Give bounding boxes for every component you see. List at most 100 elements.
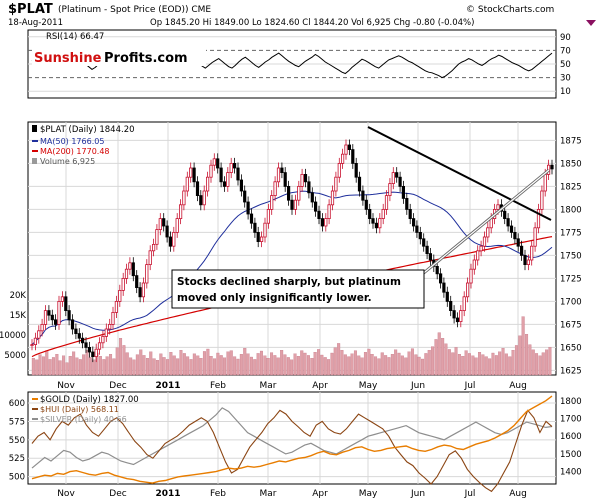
volume-bar [390, 354, 394, 376]
volume-bar [414, 354, 418, 376]
volume-bar [384, 355, 388, 376]
volume-bar [186, 356, 190, 376]
volume-legend-swatch [32, 158, 37, 164]
volume-bar [169, 352, 173, 376]
volume-bar [202, 351, 206, 376]
price-x-tick-label: Apr [312, 381, 328, 391]
volume-bar [434, 339, 438, 376]
volume-bar [347, 356, 351, 376]
rsi-tick-label: 30 [560, 74, 571, 84]
price-candle-body [135, 275, 139, 289]
price-candle-body [259, 236, 264, 242]
price-candle-body [449, 300, 453, 311]
volume-bar [98, 356, 102, 376]
comparison-x-tick-label: Apr [312, 489, 328, 499]
volume-bar [51, 357, 55, 376]
volume-bar [387, 357, 391, 376]
volume-bar [179, 350, 183, 376]
comparison-right-tick-label: 1400 [560, 468, 582, 478]
volume-bar [397, 352, 401, 376]
price-candle-body [465, 282, 470, 298]
volume-bar [548, 347, 552, 376]
volume-bar [286, 357, 290, 376]
trendline-wedge-inner [419, 169, 550, 277]
silver-legend: $SILVER (Daily) 40.66 [40, 415, 127, 424]
price-candle-body [405, 197, 409, 210]
volume-bar [491, 352, 495, 376]
logo-background [32, 48, 206, 66]
volume-bar [535, 353, 539, 376]
comparison-x-tick-label: May [359, 489, 378, 499]
price-candle-body [378, 218, 382, 229]
volume-bar [199, 358, 203, 376]
price-candle-body [249, 213, 254, 224]
price-candle-body [506, 218, 510, 227]
price-candle-body [459, 310, 463, 323]
price-tick-label: 1775 [560, 228, 582, 238]
volume-bar [374, 356, 378, 376]
price-panel: 1875 1850 1825 1800 1775 1750 1725 1700 1675 1650… [0, 121, 582, 391]
comparison-right-tick-label: 1600 [560, 432, 582, 442]
volume-bar [119, 338, 123, 376]
ma200-legend: MA(200) 1770.48 [40, 147, 110, 156]
price-candle-body [226, 172, 230, 187]
volume-bar [226, 351, 230, 376]
volume-bar [162, 357, 166, 376]
volume-bar [125, 352, 129, 376]
price-candle-body [185, 176, 189, 192]
volume-bar [353, 350, 357, 376]
volume-bar [323, 357, 327, 376]
price-candle-body [266, 208, 271, 224]
volume-bar [209, 356, 213, 376]
price-tick-label: 1800 [560, 205, 582, 215]
comparison-frame [27, 391, 557, 485]
price-candle-body [324, 218, 328, 227]
price-candle-body [472, 259, 476, 270]
price-candle-body [442, 282, 446, 293]
comparison-x-tick-label: Jun [410, 489, 425, 499]
comparison-right-tick-label: 1700 [560, 415, 582, 425]
volume-bar [58, 360, 62, 376]
sunshine-profits-logo[interactable]: Sunshine Profits.com [32, 48, 206, 66]
price-x-tick-label: Aug [509, 381, 527, 391]
volume-bar [273, 355, 277, 376]
price-candle-body [37, 330, 41, 339]
price-candle-body [425, 245, 429, 254]
hui-legend: $HUI (Daily) 568.11 [40, 405, 119, 414]
price-x-tick-label: Mar [260, 381, 277, 391]
price-candle-body [87, 346, 91, 353]
price-candle-body [43, 310, 48, 325]
logo-text-profits: Profits.com [104, 51, 188, 66]
volume-bar [447, 349, 451, 376]
price-candle-body [364, 199, 368, 210]
comparison-right-axis: 1800 1700 1600 1500 1400 [560, 397, 582, 478]
comparison-panel: 600 575 550 525 500 1800 1700 1600 1500 1400 $GO… [9, 391, 582, 499]
price-candle-body [415, 225, 419, 233]
volume-bar [511, 350, 515, 376]
price-candle-body [199, 195, 203, 206]
volume-bar [243, 348, 247, 376]
price-tick-label: 1700 [560, 297, 582, 307]
volume-bar [471, 355, 475, 376]
watermark: © StockCharts.com [466, 5, 554, 15]
price-candle-body [445, 291, 449, 302]
volume-bar [293, 353, 297, 376]
comparison-x-tick-label: Dec [109, 489, 126, 499]
price-candle-body [101, 335, 105, 344]
price-candle-body [401, 185, 406, 199]
price-candle-body [138, 287, 142, 298]
hui-line [31, 409, 553, 493]
volume-legend: Volume 6,925 [40, 157, 95, 166]
comparison-x-tick-label: Aug [509, 489, 527, 499]
price-candle-body [158, 218, 162, 231]
dropdown-icon[interactable] [586, 20, 596, 26]
price-candle-body [351, 149, 355, 164]
volume-bar [88, 357, 92, 376]
volume-bar [306, 355, 310, 376]
price-candle-body [536, 208, 541, 229]
rsi-tick-label: 90 [560, 33, 571, 43]
volume-bar [259, 350, 263, 376]
annotation-box [171, 269, 425, 309]
volume-bar [531, 349, 535, 376]
volume-bars [31, 316, 552, 376]
